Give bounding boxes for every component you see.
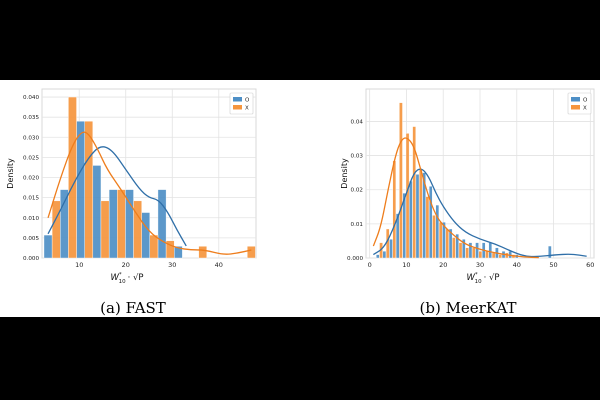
bar-o <box>157 189 167 259</box>
y-tick-label: 0.020 <box>23 176 39 182</box>
y-tick-label: 0.01 <box>351 222 364 228</box>
bar-o <box>409 180 413 259</box>
y-tick-label: 0.025 <box>23 155 39 161</box>
legend-label-o: O <box>245 98 250 104</box>
bar-o <box>548 245 552 259</box>
bar-x <box>445 228 450 259</box>
legend-box <box>567 92 592 115</box>
legend-label-o: O <box>583 98 588 104</box>
kde-line-o <box>47 146 187 247</box>
figure-svg: 0.0000.0050.0100.0150.0200.0250.0300.035… <box>6 88 595 317</box>
y-axis-label: Density <box>340 158 349 189</box>
x-tick-label: 0 <box>368 261 372 269</box>
x-axis-label: W* 10 · √P <box>110 272 143 285</box>
chart-fast: 0.000 0.005 0.010 0.015 0.020 0.025 0.030 0.035… <box>6 88 257 317</box>
caption-meerkat: (b) MeerKAT <box>420 299 517 317</box>
x-tick-label: 10 <box>75 261 83 269</box>
legend-swatch-o <box>233 97 242 102</box>
bar-x <box>84 120 94 259</box>
kde-line-x <box>372 137 539 259</box>
x-tick-label: 20 <box>439 261 447 269</box>
bar-x <box>432 215 436 259</box>
bar-x <box>133 200 142 259</box>
bar-x <box>392 160 397 259</box>
bar-o <box>60 189 69 259</box>
y-tick-label: 0.03 <box>351 154 364 160</box>
legend-box <box>229 92 254 115</box>
figure-panel: 0.000 0.005 0.010 0.015 0.020 0.025 0.030 0.035… <box>0 80 600 317</box>
bar-o <box>475 242 479 259</box>
bar-x <box>198 246 208 259</box>
bar-x <box>485 250 489 259</box>
bar-x <box>419 169 423 259</box>
bar-o <box>76 120 85 259</box>
y-axis-label: Density <box>6 158 15 189</box>
y-tick-label: 0.030 <box>23 135 39 141</box>
y-tick-label: 0.04 <box>351 119 364 125</box>
bar-x <box>452 237 456 259</box>
y-tick-label: 0.010 <box>23 216 39 222</box>
bar-o <box>125 189 134 259</box>
x-axis-label: W* 10 · √P <box>466 272 499 285</box>
bar-x <box>117 189 126 259</box>
bar-x <box>478 250 483 259</box>
y-tick-label: 0.02 <box>351 188 363 194</box>
y-tick-label: 0.000 <box>347 256 363 262</box>
y-tick-label: 0.040 <box>23 95 39 101</box>
bar-o <box>382 250 387 259</box>
x-tick-label: 30 <box>476 261 484 269</box>
bar-x <box>399 102 403 259</box>
bar-o <box>108 189 118 259</box>
x-tick-label: 40 <box>513 261 521 269</box>
x-tick-label: 30 <box>168 261 176 269</box>
kde-line-o <box>373 168 587 258</box>
bar-o <box>92 165 102 259</box>
kde-line-x <box>47 131 252 255</box>
legend-swatch-o <box>571 97 580 102</box>
x-tick-label: 60 <box>586 261 594 269</box>
chart-meerkat: 0.000 0.01 0.02 0.03 0.04 0 10 20 30 40 50 60 Densit… <box>340 88 595 317</box>
bar-x <box>405 133 410 259</box>
bar-x <box>465 247 469 259</box>
bar-o <box>376 254 380 259</box>
x-tick-label: 40 <box>215 261 223 269</box>
bar-x <box>149 234 159 259</box>
y-tick-label: 0.015 <box>23 196 39 202</box>
x-tick-label: 50 <box>549 261 557 269</box>
bar-x <box>438 221 443 259</box>
bar-x <box>498 254 502 259</box>
legend-swatch-x <box>571 105 580 110</box>
caption-fast: (a) FAST <box>100 299 166 317</box>
bar-x <box>471 247 476 259</box>
bar-x <box>247 246 256 259</box>
bar-o <box>415 174 420 259</box>
y-tick-label: 0.005 <box>23 236 39 242</box>
legend-label-x: X <box>245 106 249 112</box>
bar-x <box>412 126 416 259</box>
bar-o <box>141 212 151 259</box>
bar-x <box>458 242 463 259</box>
bar-o <box>389 239 393 259</box>
y-tick-label: 0.000 <box>23 256 39 262</box>
x-tick-label: 10 <box>402 261 410 269</box>
bar-x <box>100 200 110 259</box>
bar-x <box>425 196 430 259</box>
x-tick-label: 20 <box>122 261 130 269</box>
legend-label-x: X <box>583 106 587 112</box>
bar-x <box>51 200 61 259</box>
bar-o <box>43 234 53 259</box>
bar-x <box>68 96 77 259</box>
bar-o <box>488 242 493 259</box>
bar-x <box>385 228 390 259</box>
bar-o <box>435 204 440 259</box>
bar-x <box>491 252 496 259</box>
legend-swatch-x <box>233 105 242 110</box>
y-tick-label: 0.035 <box>23 115 39 121</box>
bar-x <box>165 240 175 259</box>
